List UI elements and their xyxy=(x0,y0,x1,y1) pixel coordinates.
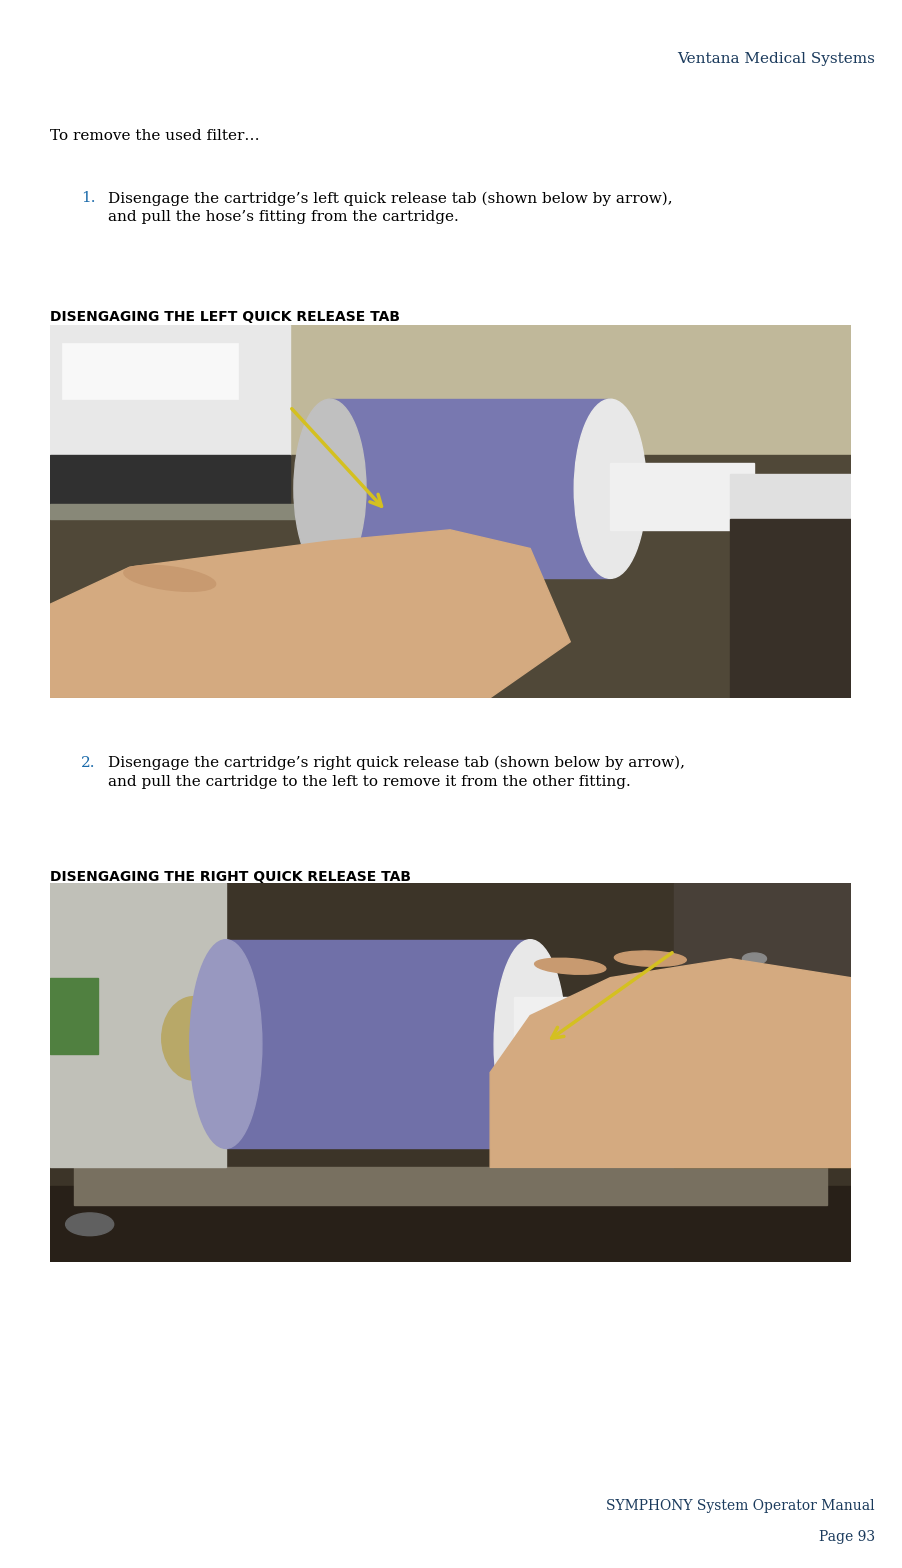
Bar xyxy=(731,474,851,519)
Bar xyxy=(330,400,611,579)
Ellipse shape xyxy=(614,950,686,966)
Bar xyxy=(611,463,754,530)
Bar xyxy=(675,1121,851,1167)
Text: 1.: 1. xyxy=(81,191,96,205)
Text: DISENGAGING THE LEFT QUICK RELEASE TAB: DISENGAGING THE LEFT QUICK RELEASE TAB xyxy=(50,310,400,325)
Bar xyxy=(50,978,97,1054)
Ellipse shape xyxy=(494,939,566,1148)
Text: Disengage the cartridge’s left quick release tab (shown below by arrow),
and pul: Disengage the cartridge’s left quick rel… xyxy=(108,191,673,224)
Ellipse shape xyxy=(575,400,647,579)
Polygon shape xyxy=(490,958,851,1167)
Bar xyxy=(731,519,851,698)
Bar xyxy=(618,1011,683,1080)
Ellipse shape xyxy=(189,939,262,1148)
Text: To remove the used filter…: To remove the used filter… xyxy=(50,129,259,143)
Bar xyxy=(514,997,634,1091)
Circle shape xyxy=(66,1214,114,1236)
Bar xyxy=(74,1167,826,1206)
Text: 2.: 2. xyxy=(81,756,96,770)
Bar xyxy=(50,1187,851,1262)
Bar xyxy=(61,343,238,400)
Bar xyxy=(226,939,530,1148)
Bar xyxy=(50,455,851,698)
Text: Ventana Medical Systems: Ventana Medical Systems xyxy=(677,52,875,66)
Ellipse shape xyxy=(161,997,226,1080)
Bar xyxy=(50,455,290,511)
Bar xyxy=(50,503,370,519)
Ellipse shape xyxy=(535,958,606,974)
Polygon shape xyxy=(50,530,570,698)
Bar xyxy=(50,325,290,455)
Text: Disengage the cartridge’s right quick release tab (shown below by arrow),
and pu: Disengage the cartridge’s right quick re… xyxy=(108,756,686,789)
Text: SYMPHONY System Operator Manual: SYMPHONY System Operator Manual xyxy=(606,1499,875,1513)
Circle shape xyxy=(742,1010,767,1021)
Bar xyxy=(194,997,314,1080)
Bar xyxy=(675,883,851,1167)
Ellipse shape xyxy=(124,566,216,591)
Circle shape xyxy=(742,953,767,964)
Text: DISENGAGING THE RIGHT QUICK RELEASE TAB: DISENGAGING THE RIGHT QUICK RELEASE TAB xyxy=(50,870,410,884)
Bar xyxy=(50,325,851,455)
Bar xyxy=(706,1107,818,1163)
Text: Page 93: Page 93 xyxy=(819,1530,875,1544)
Bar xyxy=(50,883,226,1167)
Ellipse shape xyxy=(294,400,366,579)
